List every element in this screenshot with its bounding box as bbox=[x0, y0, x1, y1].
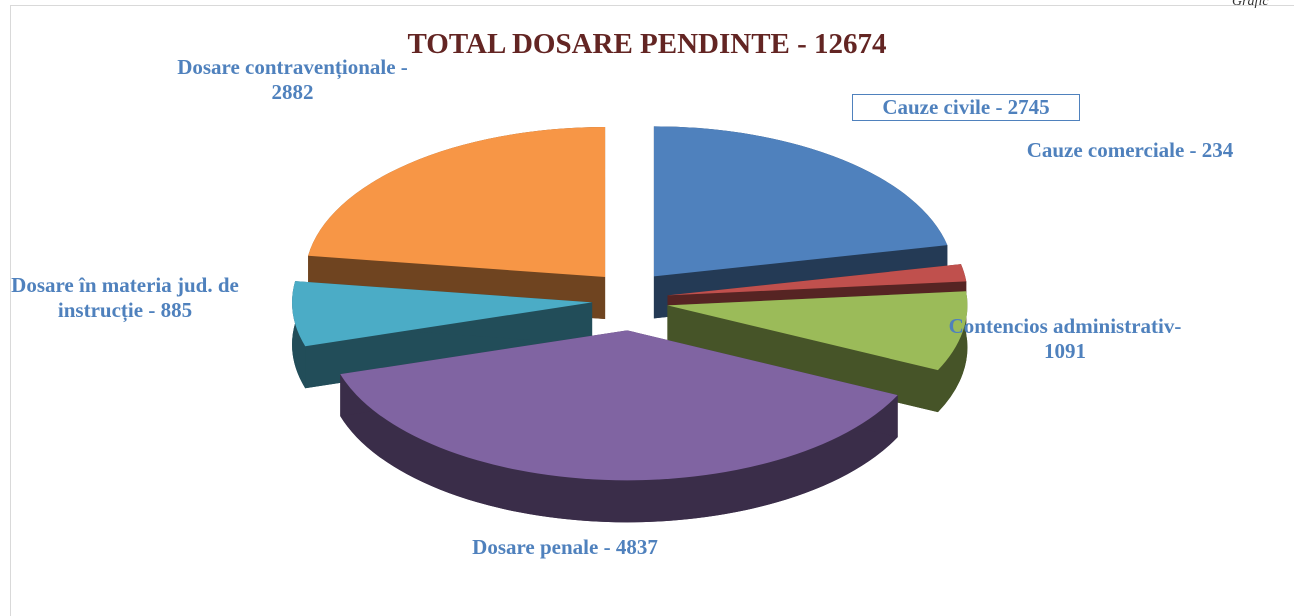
data-label: Dosare în materia jud. de instrucție - 8… bbox=[11, 273, 239, 322]
slice bbox=[292, 281, 593, 347]
slice bbox=[340, 330, 898, 481]
data-label: Cauze comerciale - 234 bbox=[1026, 138, 1234, 162]
slice-side bbox=[937, 291, 968, 413]
slice-side bbox=[292, 281, 306, 389]
chart-title: TOTAL DOSARE PENDINTE - 12674 bbox=[407, 28, 887, 60]
data-label: Dosare contravenționale - 2882 bbox=[177, 55, 408, 104]
chart-frame bbox=[10, 5, 1294, 616]
slice bbox=[667, 264, 967, 296]
data-label: Contencios administrativ- 1091 bbox=[948, 314, 1182, 363]
data-label: Cauze civile - 2745 bbox=[852, 94, 1080, 121]
caption: Grafic bbox=[1232, 0, 1269, 9]
slice bbox=[667, 291, 968, 371]
data-label: Dosare penale - 4837 bbox=[472, 535, 658, 559]
slice bbox=[308, 127, 606, 278]
slice-side bbox=[340, 374, 898, 523]
slice-wall bbox=[667, 305, 938, 413]
slice bbox=[653, 126, 948, 277]
